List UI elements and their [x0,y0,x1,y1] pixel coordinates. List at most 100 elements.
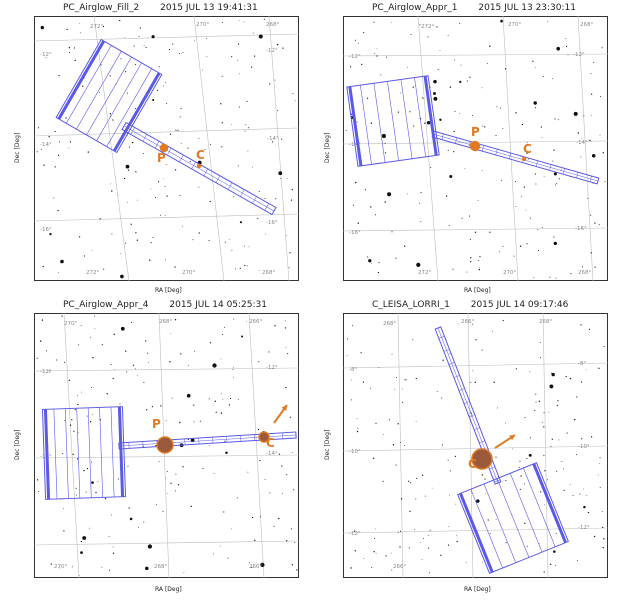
star [470,381,472,383]
star [485,493,487,495]
star [206,56,208,58]
star [378,262,380,264]
star [258,190,260,193]
ra-tick-label: 268° [266,22,279,28]
star [591,114,592,116]
star [354,530,356,532]
star [164,186,166,188]
star [453,130,455,133]
star [291,451,293,453]
star [228,238,230,240]
panel-4-title: C_LEISA_LORRI_1 2015 JUL 14 09:17:46 [372,300,568,310]
star [286,540,288,542]
panel-2-title: PC_Airglow_Appr_1 2015 JUL 13 23:30:11 [372,3,576,13]
star [278,171,283,176]
star [440,554,442,556]
panel-4-plot: 268° 266° 268° 266° -8° -8° -10° -10° -12° -12° C [342,312,609,579]
star [225,451,228,455]
star [433,92,436,95]
star [453,151,455,153]
star [40,148,42,150]
star [119,19,121,22]
star [499,107,502,109]
panel-3-title: PC_Airglow_Appr_4 2015 JUL 14 05:25:31 [63,300,267,310]
star [420,191,422,193]
star [461,217,463,219]
ra-tick-label: 272° [421,24,434,30]
star [213,553,214,555]
star [232,369,234,371]
star [563,489,565,491]
star [549,384,554,389]
panel-4-xlabel: RA [Deg] [464,586,491,593]
star [566,432,568,434]
star [131,321,133,323]
star [436,26,438,28]
star [238,106,240,108]
star [375,553,377,554]
star-field-panel-1: 272° 270° 268° 272° 270° 268° -12° -12° -14° -14°… [33,15,300,282]
star [361,63,363,66]
star [61,315,63,317]
star [420,221,422,223]
star [351,379,352,381]
ra-tick-label: 268° [262,270,275,276]
star [391,569,393,571]
star [164,215,166,217]
star [481,349,483,351]
star [138,526,140,528]
star [58,74,60,77]
star [158,66,160,68]
star [259,269,260,271]
star [354,39,356,41]
star [474,231,477,233]
star [399,546,401,548]
star [421,558,423,560]
star [565,38,567,40]
star [478,260,480,261]
star [160,405,162,407]
star [603,346,605,348]
star [73,430,75,432]
star [599,463,600,464]
star [82,536,87,540]
star [447,149,449,151]
star [413,125,415,127]
star [541,421,543,423]
star [111,190,113,192]
dec-tick-label: -12° [40,52,52,58]
star [542,227,544,229]
coordinate-grid-line [342,362,609,369]
star [497,407,498,409]
star [375,214,377,216]
star [79,574,81,576]
star [587,197,589,199]
star [237,59,239,61]
star [179,116,181,118]
star [260,562,265,568]
star [356,121,358,123]
star [583,488,585,490]
star [481,169,483,171]
star [134,368,136,370]
star [590,252,592,254]
star [550,563,552,565]
star [454,111,456,113]
star [290,252,292,254]
star [455,503,457,505]
star [229,398,232,400]
star [166,470,168,472]
star [99,218,101,220]
star [557,400,559,402]
star [214,400,216,402]
star [555,184,557,186]
star [198,137,200,139]
star [602,547,604,549]
star [152,237,154,238]
star [169,133,172,135]
star [586,495,588,497]
coordinate-grid-line [467,312,474,579]
star [63,530,65,532]
star [558,119,560,121]
star [237,43,240,45]
